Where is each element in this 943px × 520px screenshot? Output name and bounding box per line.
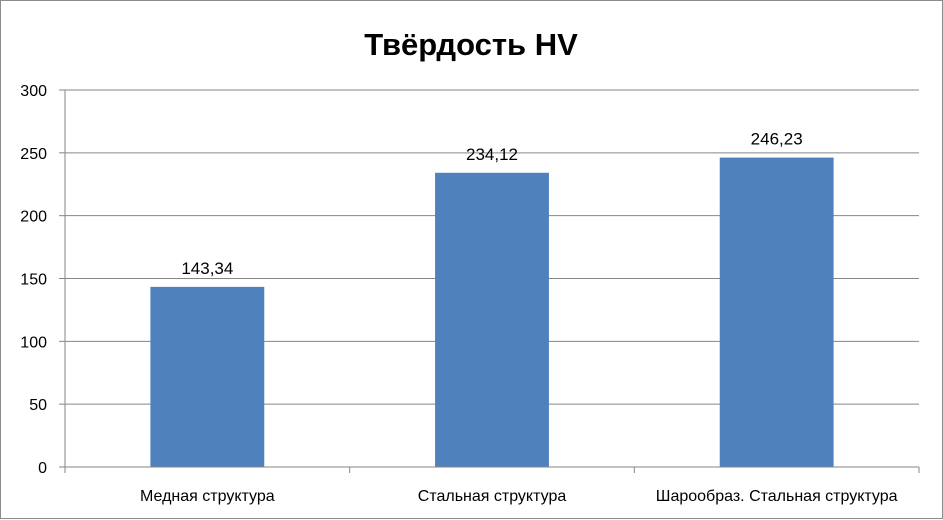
y-tick-label: 0 bbox=[38, 460, 47, 477]
y-tick-label: 300 bbox=[20, 83, 47, 100]
axes bbox=[59, 89, 920, 473]
bars bbox=[150, 157, 834, 468]
bar bbox=[435, 172, 549, 468]
y-tick-label: 200 bbox=[20, 209, 47, 226]
data-label: 234,12 bbox=[466, 145, 518, 164]
data-label: 143,34 bbox=[181, 259, 233, 278]
labels: 0 50 100 150 200 250 300 143,34 Медная структура… bbox=[20, 83, 897, 505]
y-tick-label: 250 bbox=[20, 146, 47, 163]
y-tick-label: 50 bbox=[29, 397, 47, 414]
bar bbox=[719, 157, 834, 467]
x-category-label: Стальная структура bbox=[418, 488, 567, 505]
data-label: 246,23 bbox=[751, 130, 803, 149]
chart-title: Твёрдость HV bbox=[364, 27, 578, 62]
y-tick-label: 150 bbox=[20, 272, 47, 289]
x-category-label: Шарообраз. Стальная структура bbox=[656, 488, 898, 505]
x-category-label: Медная структура bbox=[140, 488, 275, 505]
bar bbox=[150, 286, 265, 467]
y-tick-label: 100 bbox=[20, 334, 47, 351]
